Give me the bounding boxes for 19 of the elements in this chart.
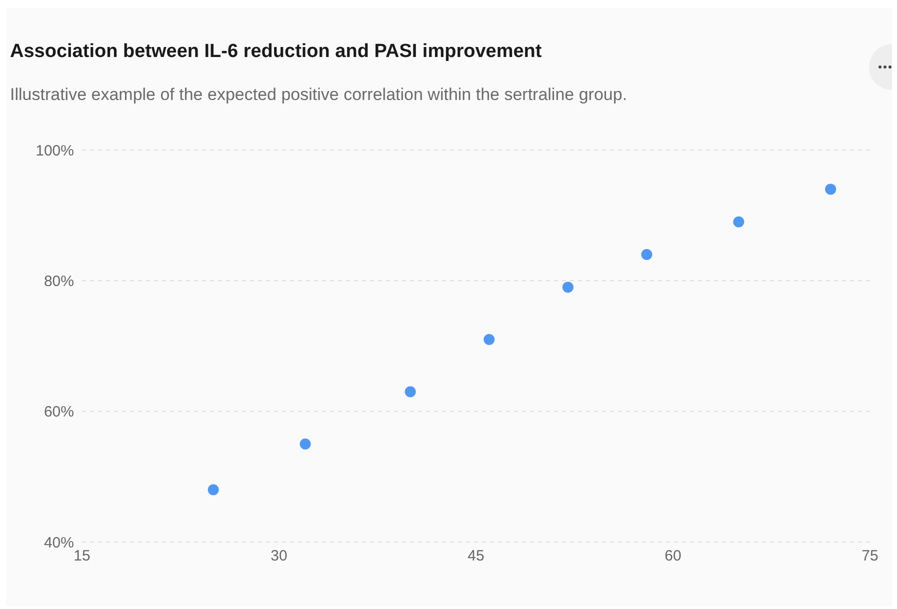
chart-title: Association between IL-6 reduction and PASI improvement — [10, 41, 542, 63]
point — [300, 438, 311, 450]
x-tick-label: 75 — [862, 548, 878, 565]
y-tick-label: 100% — [36, 142, 74, 160]
point — [562, 282, 574, 293]
x-tick-label: 45 — [468, 548, 484, 565]
point — [641, 249, 652, 260]
y-tick-label: 80% — [44, 272, 74, 290]
point — [208, 484, 219, 496]
point — [825, 184, 836, 195]
point — [733, 216, 744, 228]
x-tick-label: 30 — [270, 548, 288, 565]
x-tick-label: 15 — [74, 548, 90, 565]
x-tick-label: 60 — [664, 548, 682, 565]
y-tick-label: 60% — [44, 404, 74, 421]
point — [404, 386, 416, 398]
point — [484, 334, 495, 345]
y-tick-label: 40% — [44, 534, 74, 552]
chart-subtitle: Illustrative example of the expected positive correlation within the sertraline group. — [10, 85, 628, 105]
